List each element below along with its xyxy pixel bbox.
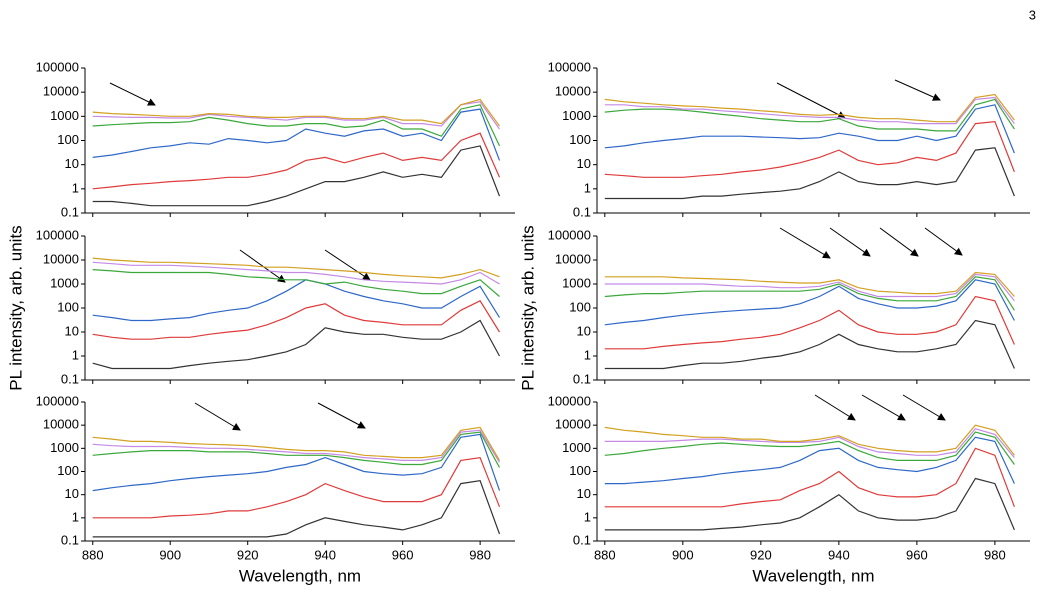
y-tick-label: 100000 [548, 227, 591, 242]
page-number: 3 [1029, 7, 1036, 22]
y-tick-label: 1 [72, 509, 79, 524]
spectrum-line [92, 319, 501, 370]
x-tick-label: 900 [159, 547, 181, 562]
y-tick-label: 0.1 [573, 371, 591, 386]
spectrum-line [92, 98, 500, 127]
spectrum-line [604, 104, 1015, 154]
spectrum-line [604, 428, 1015, 458]
y-tick-label: 100 [57, 132, 79, 147]
y-tick-label: 1000 [50, 108, 79, 123]
y-tick-label: 1000 [562, 108, 591, 123]
spectrum-line [92, 431, 501, 468]
y-tick-label: 0.1 [61, 204, 79, 219]
spectrum-line [604, 436, 1015, 485]
y-tick-label: 10000 [43, 417, 79, 432]
y-tick-label: 100 [57, 299, 79, 314]
spectrum-line [604, 477, 1015, 531]
y-tick-label: 10 [65, 323, 79, 338]
spectrum-line [92, 261, 500, 285]
spectrum-line [604, 447, 1015, 508]
y-tick-label: 1000 [562, 440, 591, 455]
spectrum-line [92, 426, 501, 461]
spectrum-line [604, 295, 1015, 350]
spectrum-line [92, 433, 501, 492]
x-tick-label: 960 [906, 547, 928, 562]
y-tick-label: 10000 [555, 417, 591, 432]
x-tick-label: 880 [82, 547, 104, 562]
spectrum-line [604, 93, 1015, 123]
y-tick-label: 100 [57, 463, 79, 478]
y-tick-label: 100 [569, 132, 591, 147]
spectrum-line [92, 300, 501, 340]
y-tick-label: 1000 [50, 275, 79, 290]
spectrum-line [604, 279, 1015, 326]
y-tick-label: 1 [584, 509, 591, 524]
arrows [109, 79, 963, 431]
y-tick-label: 10000 [43, 251, 79, 266]
spectrum-line [92, 269, 500, 297]
spectrum-line [92, 108, 501, 161]
x-tick-label: 900 [672, 547, 694, 562]
x-axis-label: Wavelength, nm [239, 566, 361, 585]
spectrum-line [604, 424, 1015, 456]
spectrum-line [92, 104, 501, 147]
y-tick-label: 10 [65, 156, 79, 171]
x-tick-label: 880 [594, 547, 616, 562]
y-tick-label: 0.1 [573, 204, 591, 219]
y-tick-label: 100 [569, 463, 591, 478]
y-tick-label: 100000 [548, 59, 591, 74]
spectrum-line [92, 257, 500, 279]
x-tick-label: 920 [750, 547, 772, 562]
spectrum-line [92, 145, 501, 207]
spectrum-line [92, 101, 500, 130]
spectrum-line [92, 279, 501, 322]
spectrum-line [92, 480, 501, 538]
y-tick-label: 0.1 [61, 532, 79, 547]
y-tick-label: 10000 [43, 84, 79, 99]
spectrum-line [604, 147, 1015, 200]
y-tick-label: 1000 [562, 275, 591, 290]
spectrum-line [604, 271, 1015, 297]
y-tick-label: 100000 [548, 393, 591, 408]
y-tick-label: 100000 [36, 393, 79, 408]
x-tick-label: 980 [984, 547, 1006, 562]
spectrum-line [92, 456, 501, 519]
y-axis-label: PL intensity, arb. units [6, 225, 25, 390]
spectrum-line [604, 319, 1015, 370]
y-tick-label: 10000 [555, 251, 591, 266]
y-tick-label: 1000 [50, 440, 79, 455]
spectrum-line [604, 96, 1015, 125]
y-axis-label: PL intensity, arb. units [518, 225, 537, 390]
spectrum-line [604, 273, 1015, 302]
y-tick-label: 0.1 [573, 532, 591, 547]
x-tick-label: 920 [237, 547, 259, 562]
y-tick-label: 100000 [36, 227, 79, 242]
y-tick-label: 10 [65, 486, 79, 501]
x-tick-label: 940 [314, 547, 336, 562]
spectrum-line [604, 431, 1015, 465]
x-tick-label: 960 [392, 547, 414, 562]
spectrum-line [604, 121, 1015, 178]
y-tick-label: 100000 [36, 59, 79, 74]
y-tick-label: 1 [72, 347, 79, 362]
y-tick-label: 1 [584, 347, 591, 362]
y-tick-label: 1 [584, 180, 591, 195]
spectrum-line [604, 276, 1015, 311]
spectrum-line [604, 98, 1015, 132]
y-tick-label: 100 [569, 299, 591, 314]
y-tick-label: 10 [577, 156, 591, 171]
x-axis-label: Wavelength, nm [752, 566, 874, 585]
spectrum-line [92, 429, 501, 463]
spectrum-line [92, 132, 501, 190]
y-tick-label: 10000 [555, 84, 591, 99]
y-tick-label: 0.1 [61, 371, 79, 386]
y-tick-label: 1 [72, 180, 79, 195]
x-tick-label: 980 [469, 547, 491, 562]
y-tick-label: 10 [577, 486, 591, 501]
y-tick-label: 10 [577, 323, 591, 338]
x-tick-label: 940 [828, 547, 850, 562]
